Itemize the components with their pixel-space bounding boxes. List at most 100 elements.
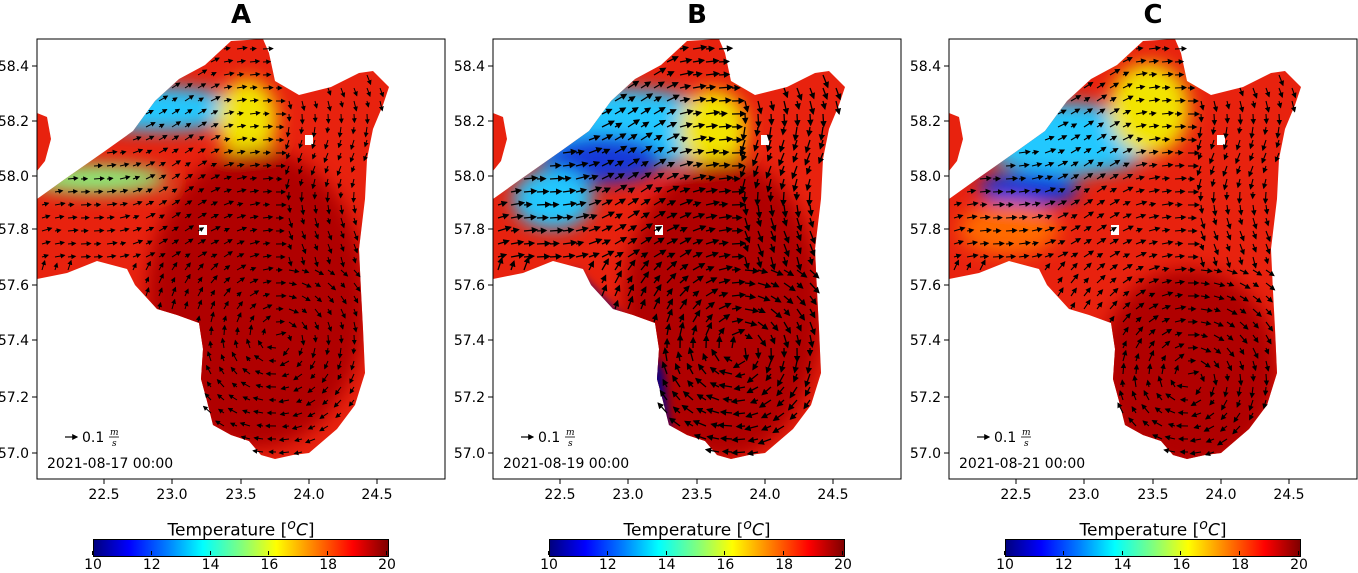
velocity-arrow	[745, 114, 746, 123]
velocity-arrow	[327, 192, 328, 202]
y-tick-label: 57.4	[454, 333, 485, 349]
y-tick-label: 57.8	[910, 222, 941, 238]
velocity-arrow	[1175, 101, 1185, 102]
velocity-arrow	[1265, 192, 1266, 203]
temperature-patch	[959, 203, 1059, 255]
velocity-arrow	[993, 192, 1002, 193]
velocity-arrow	[980, 256, 988, 257]
timestamp-label: 2021-08-17 00:00	[47, 456, 173, 472]
x-tick-label: 24.5	[817, 487, 848, 503]
velocity-arrow	[537, 204, 550, 205]
scale-unit-denominator: s	[112, 439, 117, 449]
velocity-arrow	[809, 192, 810, 205]
velocity-arrow	[524, 204, 532, 205]
velocity-arrow	[353, 348, 354, 353]
velocity-arrow	[94, 217, 103, 218]
velocity-arrow	[797, 114, 798, 125]
velocity-arrow	[770, 192, 771, 201]
y-tick-label: 58.0	[0, 169, 29, 185]
velocity-arrow	[328, 335, 329, 345]
velocity-arrow	[550, 230, 563, 231]
velocity-arrow	[823, 114, 824, 126]
velocity-arrow	[263, 204, 269, 205]
velocity-arrow	[550, 205, 558, 206]
velocity-arrow	[537, 243, 550, 244]
velocity-arrow	[993, 257, 1003, 258]
velocity-arrow	[1006, 256, 1015, 257]
x-tick-label: 24.0	[1205, 487, 1236, 503]
velocity-arrow	[263, 153, 270, 154]
y-tick-label: 57.8	[454, 222, 485, 238]
y-tick-label: 58.0	[454, 169, 485, 185]
velocity-arrow	[550, 256, 561, 257]
y-tick-label: 57.8	[0, 222, 29, 238]
velocity-arrow	[719, 48, 732, 49]
velocity-arrow	[1006, 230, 1017, 231]
velocity-arrow	[289, 192, 290, 200]
x-tick-label: 23.5	[225, 487, 256, 503]
y-tick-label: 58.4	[0, 59, 29, 75]
velocity-arrow	[353, 192, 354, 202]
velocity-arrow	[1006, 191, 1015, 192]
x-tick-label: 24.0	[293, 487, 324, 503]
velocity-arrow	[537, 191, 548, 192]
velocity-arrow	[719, 100, 731, 101]
velocity-arrow	[263, 88, 273, 89]
velocity-arrow	[250, 49, 256, 50]
x-tick-label: 23.0	[156, 487, 187, 503]
velocity-arrow	[328, 114, 329, 123]
velocity-arrow	[1162, 87, 1169, 88]
velocity-arrow	[94, 178, 104, 179]
velocity-arrow	[1279, 114, 1280, 124]
x-tick-label: 23.0	[1068, 487, 1099, 503]
velocity-arrow	[1175, 153, 1183, 154]
velocity-arrow	[68, 205, 74, 206]
velocity-arrow	[810, 114, 811, 125]
velocity-arrow	[706, 48, 714, 49]
timestamp-label: 2021-08-19 00:00	[503, 456, 629, 472]
velocity-arrow	[302, 114, 303, 124]
velocity-arrow	[224, 326, 225, 335]
velocity-arrow	[784, 114, 785, 126]
velocity-arrow	[732, 269, 740, 270]
velocity-arrow	[68, 243, 75, 244]
y-tick-label: 57.6	[0, 278, 29, 294]
velocity-arrow	[1227, 114, 1228, 123]
velocity-arrow	[524, 256, 534, 257]
x-tick-label: 22.5	[88, 487, 119, 503]
velocity-arrow	[1175, 126, 1185, 127]
velocity-arrow	[263, 49, 273, 50]
scale-arrow-label: 0.1	[538, 430, 560, 446]
colorbar-title-a: Temperature [oC]	[91, 517, 391, 541]
velocity-arrow	[1175, 49, 1186, 50]
velocity-arrow	[1006, 205, 1013, 206]
colorbar-title-b: Temperature [oC]	[547, 517, 847, 541]
velocity-arrow	[744, 192, 745, 202]
velocity-arrow	[107, 178, 113, 179]
velocity-arrow	[315, 335, 316, 342]
velocity-arrow	[1240, 114, 1241, 124]
y-tick-label: 58.4	[910, 59, 941, 75]
scale-arrow-label: 0.1	[994, 430, 1016, 446]
velocity-arrow	[550, 243, 559, 244]
velocity-arrow	[263, 126, 272, 127]
velocity-arrow	[1201, 192, 1202, 200]
velocity-arrow	[771, 114, 772, 124]
scale-unit-numerator: m	[110, 428, 119, 438]
y-tick-label: 57.0	[0, 446, 29, 462]
velocity-arrow	[783, 192, 784, 205]
velocity-arrow	[354, 114, 355, 122]
velocity-arrow	[550, 217, 563, 218]
velocity-arrow	[550, 178, 563, 179]
velocity-arrow	[537, 256, 549, 257]
velocity-arrow	[341, 335, 342, 343]
velocity-arrow	[758, 114, 759, 127]
temperature-patch	[1109, 63, 1189, 155]
x-tick-label: 23.5	[1137, 487, 1168, 503]
velocity-arrow	[1253, 374, 1254, 381]
timestamp-label: 2021-08-21 00:00	[959, 456, 1085, 472]
y-tick-label: 58.2	[454, 114, 485, 130]
colorbar-title-c: Temperature [oC]	[1003, 517, 1303, 541]
velocity-arrow	[250, 87, 257, 88]
x-tick-label: 23.5	[681, 487, 712, 503]
